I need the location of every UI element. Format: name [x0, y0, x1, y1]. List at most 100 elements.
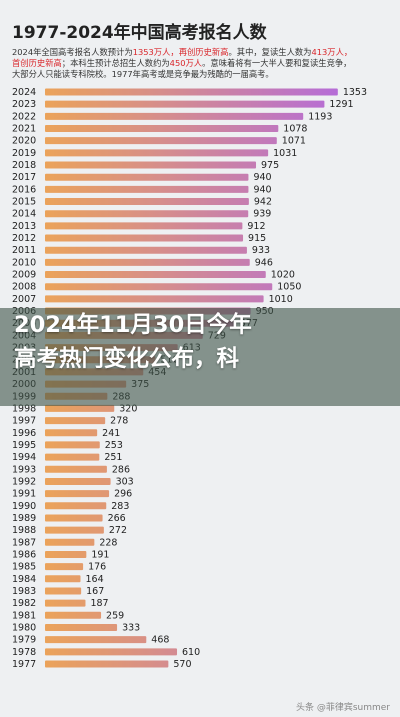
- value-label: 266: [108, 513, 126, 524]
- bar: [45, 246, 247, 254]
- y-tick-label: 1984: [12, 574, 36, 585]
- y-tick-label: 1986: [12, 549, 36, 560]
- y-tick-label: 1993: [12, 464, 36, 475]
- value-label: 333: [122, 622, 140, 633]
- value-label: 241: [102, 428, 120, 439]
- bar: [45, 611, 102, 619]
- value-label: 272: [109, 525, 127, 536]
- value-label: 303: [116, 476, 134, 487]
- overlay-banner: 2024年11月30日今年 高考热门变化公布，科: [0, 308, 400, 406]
- y-tick-label: 1982: [12, 598, 36, 609]
- y-tick-label: 1978: [12, 647, 36, 658]
- y-tick-label: 2014: [12, 209, 36, 220]
- value-label: 1078: [283, 124, 307, 135]
- value-label: 610: [182, 647, 200, 658]
- value-label: 253: [105, 440, 123, 451]
- bar: [45, 149, 269, 157]
- value-label: 975: [261, 160, 279, 171]
- y-tick-label: 1995: [12, 440, 36, 451]
- value-label: 1050: [277, 282, 301, 293]
- bar: [45, 465, 107, 473]
- value-label: 167: [86, 586, 104, 597]
- intro-segment: 450万人: [169, 58, 203, 68]
- value-label: 1353: [343, 87, 367, 98]
- value-label: 1020: [271, 270, 295, 281]
- bar: [45, 404, 115, 412]
- value-label: 942: [254, 197, 272, 208]
- y-tick-label: 1991: [12, 489, 36, 500]
- value-label: 296: [114, 489, 132, 500]
- bar: [45, 538, 95, 546]
- intro-segment: 2024年全国高考报名人数预计为: [12, 47, 133, 57]
- chart-title: 1977-2024年中国高考报名人数: [12, 23, 267, 43]
- bar: [45, 161, 257, 169]
- intro-text: 2024年全国高考报名人数预计为1353万人，再创历史新高。其中，复读生人数为4…: [12, 47, 392, 80]
- value-label: 912: [247, 221, 265, 232]
- bar: [45, 575, 81, 583]
- bar: [45, 234, 244, 242]
- intro-segment: 首创历史新高: [12, 58, 62, 68]
- value-label: 939: [253, 209, 271, 220]
- bar: [45, 429, 98, 437]
- bar: [45, 198, 249, 206]
- value-label: 176: [88, 562, 106, 573]
- bar: [45, 417, 106, 425]
- y-tick-label: 2008: [12, 282, 36, 293]
- y-tick-label: 2007: [12, 294, 36, 305]
- bar: [45, 477, 111, 485]
- bar: [45, 587, 82, 595]
- watermark: 头条 @菲律宾summer: [295, 703, 390, 713]
- y-tick-label: 2020: [12, 136, 36, 147]
- y-tick-label: 1979: [12, 635, 36, 646]
- y-tick-label: 1989: [12, 513, 36, 524]
- y-tick-label: 1996: [12, 428, 36, 439]
- bar: [45, 112, 304, 120]
- y-tick-label: 1977: [12, 659, 36, 670]
- y-tick-label: 2021: [12, 124, 36, 135]
- bar: [45, 623, 118, 631]
- bar: [45, 514, 103, 522]
- y-tick-label: 2017: [12, 172, 36, 183]
- y-tick-label: 1985: [12, 562, 36, 573]
- value-label: 286: [112, 464, 130, 475]
- value-label: 187: [90, 598, 108, 609]
- y-tick-label: 2016: [12, 184, 36, 195]
- bar: [45, 283, 273, 291]
- value-label: 191: [91, 549, 109, 560]
- y-tick-label: 2018: [12, 160, 36, 171]
- bar: [45, 502, 107, 510]
- intro-line: 首创历史新高；本科生预计总招生人数约为450万人。意味着将有一大半人要和复读生竞…: [12, 58, 392, 69]
- value-label: 1291: [329, 99, 353, 110]
- value-label: 228: [99, 537, 117, 548]
- intro-segment: ；本科生预计总招生人数约为: [61, 58, 170, 68]
- value-label: 940: [253, 184, 271, 195]
- y-tick-label: 2015: [12, 197, 36, 208]
- y-tick-label: 2022: [12, 111, 36, 122]
- intro-line: 2024年全国高考报名人数预计为1353万人，再创历史新高。其中，复读生人数为4…: [12, 47, 392, 58]
- y-tick-label: 1992: [12, 476, 36, 487]
- bar: [45, 100, 325, 108]
- bar: [45, 648, 178, 656]
- value-label: 1010: [269, 294, 293, 305]
- value-label: 251: [104, 452, 122, 463]
- y-tick-label: 2023: [12, 99, 36, 110]
- value-label: 164: [85, 574, 103, 585]
- value-label: 468: [151, 635, 169, 646]
- y-tick-label: 1998: [12, 403, 36, 414]
- y-tick-label: 1990: [12, 501, 36, 512]
- intro-segment: 413万人，: [311, 47, 353, 57]
- bar: [45, 210, 249, 218]
- bar: [45, 271, 266, 279]
- y-tick-label: 2009: [12, 270, 36, 281]
- bar: [45, 173, 249, 181]
- bar: [45, 490, 110, 498]
- value-label: 933: [252, 245, 270, 256]
- intro-segment: 。其中，复读生人数为: [228, 47, 312, 57]
- bar: [45, 636, 147, 644]
- intro-segment: 。意味着将有一大半人要和复读生竞争，: [202, 58, 352, 68]
- y-tick-label: 2024: [12, 87, 36, 98]
- value-label: 1071: [282, 136, 306, 147]
- y-tick-label: 2012: [12, 233, 36, 244]
- value-label: 283: [111, 501, 129, 512]
